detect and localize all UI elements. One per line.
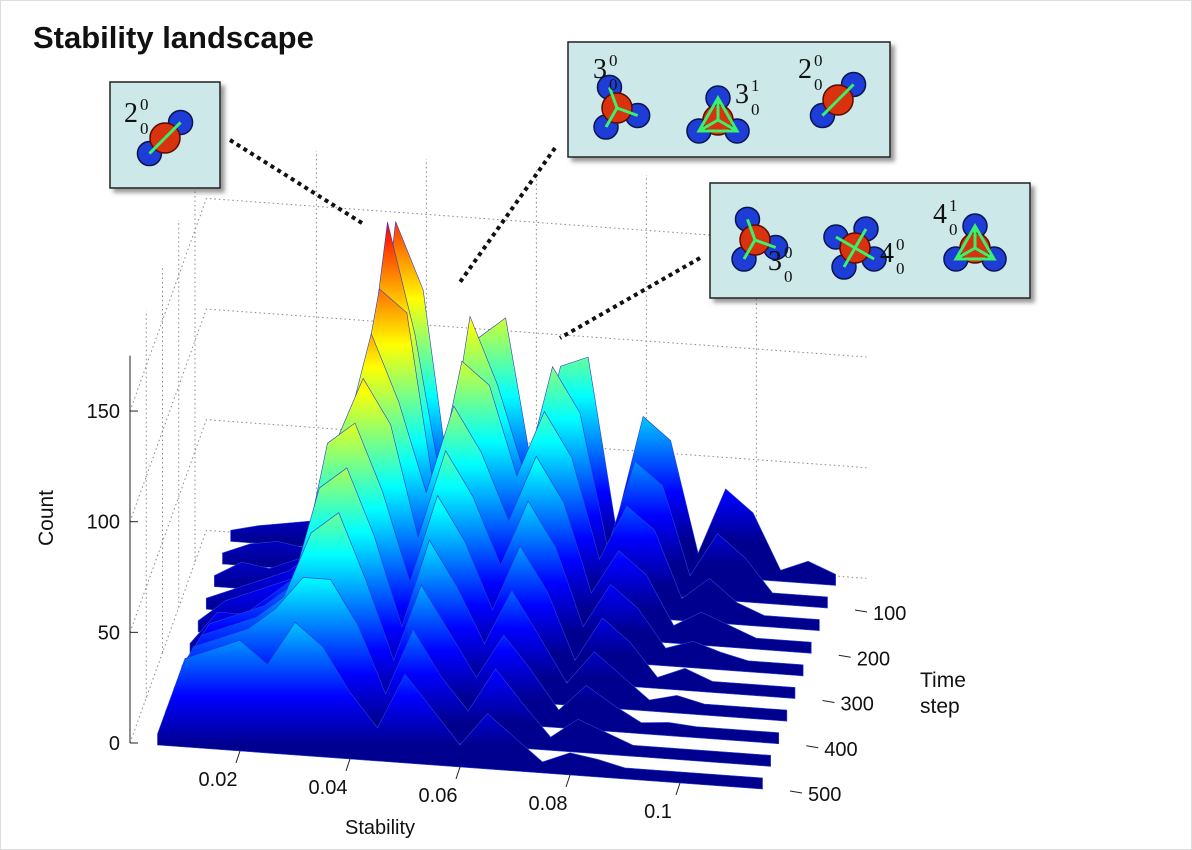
- label-base: 2: [798, 54, 812, 85]
- label-base: 4: [933, 199, 947, 230]
- y-axis-label: Time step: [920, 668, 990, 720]
- label-sup: 0: [609, 51, 618, 70]
- label-sup: 0: [814, 51, 823, 70]
- label-sup: 0: [140, 95, 149, 114]
- x-tick-label: 0.06: [419, 785, 458, 807]
- z-tick-label: 0: [109, 733, 120, 755]
- label-sub: 0: [949, 220, 958, 239]
- chart-title: Stability landscape: [33, 20, 314, 55]
- label-base: 2: [124, 98, 138, 129]
- y-tick-label: 500: [808, 784, 841, 806]
- y-tick: [823, 701, 835, 703]
- label-base: 4: [880, 238, 894, 269]
- y-tick: [790, 791, 802, 793]
- x-tick: [236, 751, 240, 763]
- leader-line: [560, 258, 700, 338]
- label-sup: 1: [949, 196, 958, 215]
- x-tick: [456, 767, 460, 779]
- label-sub: 0: [814, 75, 823, 94]
- page: Stability landscape Stability Count 0 50 1…: [0, 0, 1192, 850]
- label-sup: 0: [784, 243, 793, 262]
- x-tick-label: 0.1: [644, 801, 672, 823]
- z-tick-label: 50: [98, 622, 120, 644]
- label-base: 3: [593, 54, 607, 85]
- label-sub: 0: [896, 259, 905, 278]
- x-tick: [676, 783, 680, 795]
- chart: Stability landscape Stability Count 0 50 1…: [0, 0, 1192, 850]
- y-tick-label: 400: [824, 739, 857, 761]
- y-tick: [855, 610, 867, 612]
- z-tick-label: 100: [87, 512, 120, 534]
- leader-line: [230, 140, 365, 225]
- y-tick-label: 100: [873, 603, 906, 625]
- label-sub: 0: [784, 267, 793, 286]
- label-sub: 0: [609, 75, 618, 94]
- label-sub: 0: [140, 119, 149, 138]
- y-tick-label: 200: [857, 648, 890, 670]
- label-sup: 0: [896, 235, 905, 254]
- y-tick-label: 300: [841, 694, 874, 716]
- z-axis-label: Count: [35, 490, 58, 546]
- x-tick: [566, 775, 570, 787]
- z-tick-label: 150: [87, 401, 120, 423]
- leader-line: [458, 148, 555, 285]
- x-tick-label: 0.04: [309, 777, 348, 799]
- x-tick: [346, 759, 350, 771]
- label-base: 3: [735, 79, 749, 110]
- label-sup: 1: [751, 76, 760, 95]
- y-tick: [806, 746, 818, 748]
- label-base: 3: [768, 246, 782, 277]
- x-tick-label: 0.08: [529, 793, 568, 815]
- label-sub: 0: [751, 100, 760, 119]
- x-axis-label: Stability: [345, 817, 415, 839]
- y-tick: [839, 655, 851, 657]
- x-tick-label: 0.02: [199, 769, 238, 791]
